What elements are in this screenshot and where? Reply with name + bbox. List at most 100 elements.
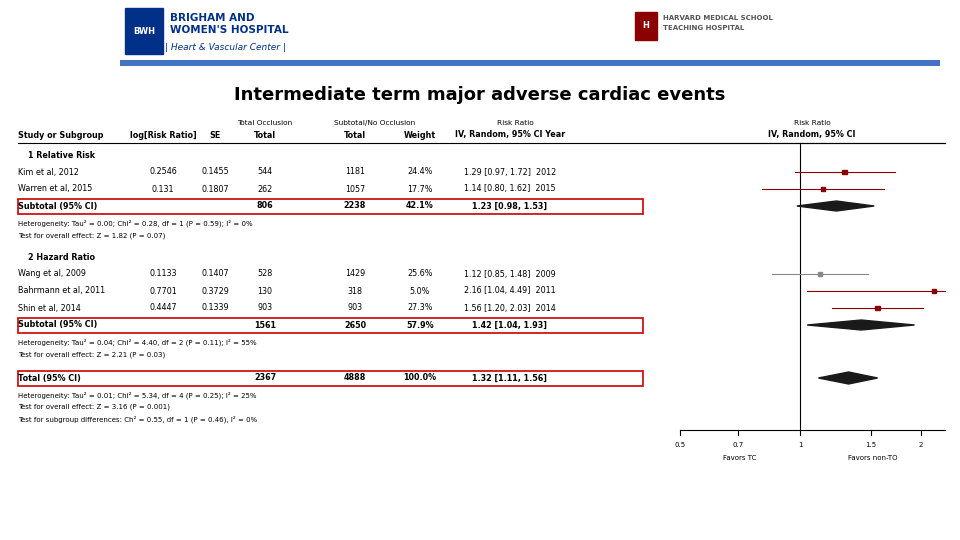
Text: Heterogeneity: Tau² = 0.04; Chi² = 4.40, df = 2 (P = 0.11); I² = 55%: Heterogeneity: Tau² = 0.04; Chi² = 4.40,… <box>18 338 256 346</box>
Text: Subtotal/No Occlusion: Subtotal/No Occlusion <box>334 120 416 126</box>
Text: 1.23 [0.98, 1.53]: 1.23 [0.98, 1.53] <box>472 201 547 211</box>
Text: 4888: 4888 <box>344 374 366 382</box>
Text: SE: SE <box>209 131 221 139</box>
Text: 0.1407: 0.1407 <box>202 269 228 279</box>
Text: Test for overall effect: Z = 2.21 (P = 0.03): Test for overall effect: Z = 2.21 (P = 0… <box>18 352 165 358</box>
Bar <box>932 289 936 293</box>
Text: H: H <box>642 22 649 30</box>
Text: HARVARD MEDICAL SCHOOL: HARVARD MEDICAL SCHOOL <box>663 15 773 21</box>
Text: IV, Random, 95% CI Year: IV, Random, 95% CI Year <box>455 131 565 139</box>
Text: 1 Relative Risk: 1 Relative Risk <box>28 151 95 159</box>
Polygon shape <box>797 201 875 211</box>
Polygon shape <box>819 372 877 384</box>
Text: 1561: 1561 <box>254 321 276 329</box>
Text: 27.3%: 27.3% <box>407 303 433 313</box>
Text: Test for overall effect: Z = 3.16 (P = 0.001): Test for overall effect: Z = 3.16 (P = 0… <box>18 404 170 410</box>
Text: Study or Subgroup: Study or Subgroup <box>18 131 104 139</box>
Bar <box>18 370 643 386</box>
Text: 1181: 1181 <box>345 167 365 177</box>
Text: 0.1807: 0.1807 <box>202 185 228 193</box>
Text: 24.4%: 24.4% <box>407 167 433 177</box>
Text: 1057: 1057 <box>345 185 365 193</box>
Bar <box>18 199 643 213</box>
Text: BWH: BWH <box>133 26 155 36</box>
Polygon shape <box>807 320 915 330</box>
Text: 0.5: 0.5 <box>675 442 685 448</box>
Text: 1.42 [1.04, 1.93]: 1.42 [1.04, 1.93] <box>472 321 547 329</box>
Text: Test for subgroup differences: Ch² = 0.55, df = 1 (P = 0.46), I² = 0%: Test for subgroup differences: Ch² = 0.5… <box>18 415 257 423</box>
Text: 2.16 [1.04, 4.49]  2011: 2.16 [1.04, 4.49] 2011 <box>465 287 556 295</box>
Bar <box>635 12 657 40</box>
Bar <box>876 306 879 310</box>
Text: 528: 528 <box>257 269 273 279</box>
Text: Kim et al, 2012: Kim et al, 2012 <box>18 167 79 177</box>
Bar <box>821 187 826 191</box>
Text: Heterogeneity: Tau² = 0.01; Chi² = 5.34, df = 4 (P = 0.25); I² = 25%: Heterogeneity: Tau² = 0.01; Chi² = 5.34,… <box>18 392 256 399</box>
Text: 0.2546: 0.2546 <box>149 167 177 177</box>
Text: Total Occlusion: Total Occlusion <box>237 120 293 126</box>
Text: Favors TC: Favors TC <box>724 455 756 461</box>
Text: 0.3729: 0.3729 <box>201 287 228 295</box>
Text: 57.9%: 57.9% <box>406 321 434 329</box>
Bar <box>125 8 163 54</box>
Text: | Heart & Vascular Center |: | Heart & Vascular Center | <box>165 44 286 52</box>
Text: Test for overall effect: Z = 1.82 (P = 0.07): Test for overall effect: Z = 1.82 (P = 0… <box>18 233 165 239</box>
Bar <box>18 318 643 333</box>
Text: Risk Ratio: Risk Ratio <box>496 120 534 126</box>
Text: 2 Hazard Ratio: 2 Hazard Ratio <box>28 253 95 261</box>
Text: Warren et al, 2015: Warren et al, 2015 <box>18 185 92 193</box>
Text: 1.32 [1.11, 1.56]: 1.32 [1.11, 1.56] <box>472 374 547 382</box>
Text: 318: 318 <box>348 287 363 295</box>
Text: 903: 903 <box>348 303 363 313</box>
Text: Intermediate term major adverse cardiac events: Intermediate term major adverse cardiac … <box>234 86 726 104</box>
Text: 1.56 [1.20, 2.03]  2014: 1.56 [1.20, 2.03] 2014 <box>464 303 556 313</box>
Text: 0.1339: 0.1339 <box>202 303 228 313</box>
Text: 0.4447: 0.4447 <box>149 303 177 313</box>
Text: 2367: 2367 <box>254 374 276 382</box>
Text: 2650: 2650 <box>344 321 366 329</box>
Bar <box>842 170 847 174</box>
Text: log[Risk Ratio]: log[Risk Ratio] <box>130 131 197 139</box>
Text: TEACHING HOSPITAL: TEACHING HOSPITAL <box>663 25 744 31</box>
Text: 0.1455: 0.1455 <box>202 167 228 177</box>
Text: 1.14 [0.80, 1.62]  2015: 1.14 [0.80, 1.62] 2015 <box>465 185 556 193</box>
Text: 0.131: 0.131 <box>152 185 175 193</box>
Text: 5.0%: 5.0% <box>410 287 430 295</box>
Text: 0.7701: 0.7701 <box>149 287 177 295</box>
Text: Weight: Weight <box>404 131 436 139</box>
Text: 1: 1 <box>798 442 803 448</box>
Text: 544: 544 <box>257 167 273 177</box>
Text: IV, Random, 95% CI: IV, Random, 95% CI <box>768 131 855 139</box>
Bar <box>818 272 823 276</box>
Text: Bahrmann et al, 2011: Bahrmann et al, 2011 <box>18 287 106 295</box>
Text: Total: Total <box>344 131 366 139</box>
Text: 1.12 [0.85, 1.48]  2009: 1.12 [0.85, 1.48] 2009 <box>464 269 556 279</box>
Text: 0.7: 0.7 <box>732 442 744 448</box>
Text: 2: 2 <box>919 442 923 448</box>
Text: Subtotal (95% CI): Subtotal (95% CI) <box>18 321 97 329</box>
Text: 42.1%: 42.1% <box>406 201 434 211</box>
Text: Shin et al, 2014: Shin et al, 2014 <box>18 303 81 313</box>
Text: 2238: 2238 <box>344 201 366 211</box>
Bar <box>120 60 940 66</box>
Text: Risk Ratio: Risk Ratio <box>794 120 830 126</box>
Text: 903: 903 <box>257 303 273 313</box>
Text: 17.7%: 17.7% <box>407 185 433 193</box>
Text: Wang et al, 2009: Wang et al, 2009 <box>18 269 86 279</box>
Text: 806: 806 <box>256 201 274 211</box>
Text: Heterogeneity: Tau² = 0.00; Chi² = 0.28, df = 1 (P = 0.59); I² = 0%: Heterogeneity: Tau² = 0.00; Chi² = 0.28,… <box>18 219 252 227</box>
Text: 25.6%: 25.6% <box>407 269 433 279</box>
Text: 100.0%: 100.0% <box>403 374 437 382</box>
Text: 262: 262 <box>257 185 273 193</box>
Text: 1429: 1429 <box>345 269 365 279</box>
Text: BRIGHAM AND: BRIGHAM AND <box>170 13 254 23</box>
Text: 1.5: 1.5 <box>865 442 876 448</box>
Text: Total (95% CI): Total (95% CI) <box>18 374 81 382</box>
Text: Favors non-TO: Favors non-TO <box>848 455 898 461</box>
Text: WOMEN'S HOSPITAL: WOMEN'S HOSPITAL <box>170 25 289 35</box>
Text: 1.29 [0.97, 1.72]  2012: 1.29 [0.97, 1.72] 2012 <box>464 167 556 177</box>
Text: 0.1133: 0.1133 <box>149 269 177 279</box>
Text: Subtotal (95% CI): Subtotal (95% CI) <box>18 201 97 211</box>
Text: Total: Total <box>254 131 276 139</box>
Text: 130: 130 <box>257 287 273 295</box>
